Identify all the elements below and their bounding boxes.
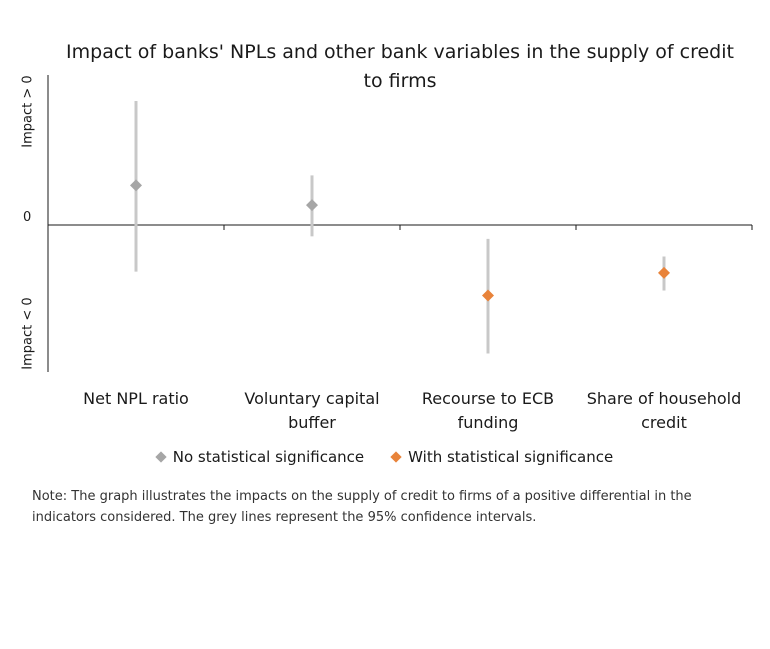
legend-item-no-significance: No statistical significance [155,448,365,466]
estimate-marker [658,266,670,279]
x-tick-label: Net NPL ratio [83,389,189,408]
chart-title: Impact of banks' NPLs and other bank var… [66,41,734,92]
estimate-marker [482,289,494,302]
estimate-marker [130,179,142,192]
legend-marker-grey [155,451,167,463]
legend-item-significance: With statistical significance [390,448,614,466]
legend: No statistical significance With statist… [0,448,770,466]
y-label-zero: 0 [23,210,32,225]
chart-note: Note: The graph illustrates the impacts … [32,489,692,525]
x-tick-label: Voluntary capital buffer [244,389,380,432]
legend-label: With statistical significance [408,448,614,466]
estimate-marker [306,199,318,212]
x-tick-label: Share of household credit [586,389,742,432]
x-tick-label: Recourse to ECB funding [421,389,555,432]
legend-marker-orange [390,451,402,463]
legend-label: No statistical significance [172,448,365,466]
